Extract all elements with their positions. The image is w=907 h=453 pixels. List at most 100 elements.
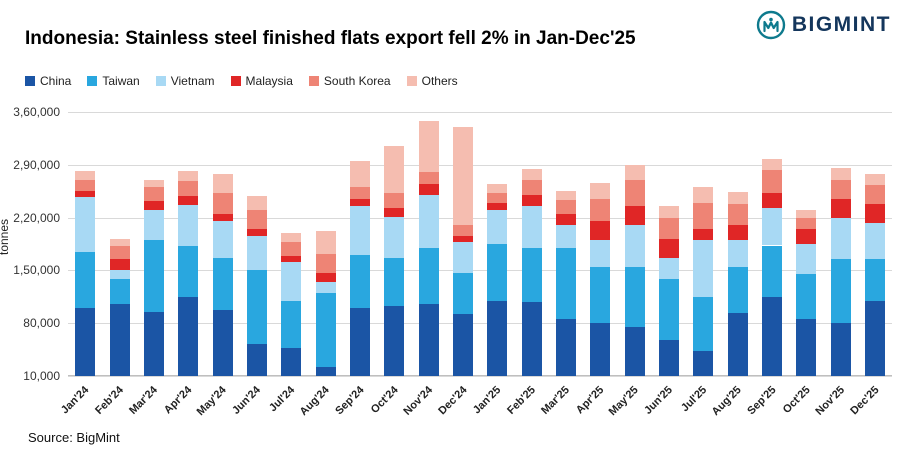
bar-segment-vietnam — [143, 210, 164, 241]
bar-segment-others — [315, 231, 336, 254]
bar-segment-others — [658, 206, 679, 219]
bar-segment-china — [521, 302, 542, 376]
bar-segment-taiwan — [178, 246, 199, 297]
bar-segment-others — [384, 145, 405, 193]
bar-segment-taiwan — [555, 247, 576, 320]
legend-swatch — [87, 76, 98, 86]
legend-label: Malaysia — [245, 74, 293, 88]
bar-segment-malaysia — [384, 207, 405, 217]
bar-segment-taiwan — [212, 257, 233, 311]
legend-swatch — [406, 76, 417, 86]
bar-segment-others — [624, 164, 645, 180]
bar-segment-malaysia — [143, 201, 164, 211]
legend-item-others: Others — [406, 74, 458, 88]
bar-segment-malaysia — [315, 272, 336, 282]
bar-segment-vietnam — [590, 240, 611, 267]
bar-segment-taiwan — [246, 270, 267, 344]
bar-segment-taiwan — [315, 293, 336, 367]
bar-segment-vietnam — [658, 258, 679, 280]
bar-segment-china — [281, 348, 302, 376]
bar-segment-taiwan — [418, 247, 439, 305]
bar-segment-south-korea — [555, 200, 576, 214]
bar-segment-china — [727, 313, 748, 376]
bar-segment-malaysia — [212, 213, 233, 222]
legend-label: China — [40, 74, 72, 88]
bar-segment-south-korea — [864, 185, 885, 204]
x-axis-tick-label: Feb'24 — [93, 384, 126, 417]
x-axis-tick-label: Aug'25 — [709, 384, 744, 419]
bar-segment-others — [178, 170, 199, 181]
x-axis-tick-label: Jul'25 — [679, 384, 710, 415]
legend-item-south-korea: South Korea — [308, 74, 391, 88]
bar-segment-taiwan — [75, 251, 96, 309]
x-axis-tick-label: Dec'25 — [848, 384, 882, 418]
bar-segment-malaysia — [521, 194, 542, 207]
bar-segment-south-korea — [246, 210, 267, 229]
bar-segment-others — [281, 232, 302, 243]
bar-segment-vietnam — [624, 225, 645, 267]
bar-segment-china — [761, 296, 782, 376]
bar-segment-china — [349, 308, 370, 376]
bar-segment-others — [418, 121, 439, 173]
bar-segment-others — [761, 158, 782, 171]
bar-segment-china — [590, 323, 611, 376]
bar-segment-malaysia — [693, 228, 714, 241]
x-axis-tick-label: May'25 — [606, 384, 641, 419]
bar-segment-china — [658, 339, 679, 376]
bar-segment-south-korea — [761, 170, 782, 193]
bar-segment-china — [384, 305, 405, 376]
source-note: Source: BigMint — [28, 430, 120, 445]
x-axis-tick-label: May'24 — [194, 384, 229, 419]
bar-segment-others — [830, 167, 851, 180]
bar-segment-others — [75, 170, 96, 180]
bar-segment-malaysia — [624, 206, 645, 226]
bar-segment-others — [246, 196, 267, 211]
bar-segment-vietnam — [75, 197, 96, 252]
legend-label: South Korea — [323, 74, 391, 88]
bar-segment-south-korea — [521, 179, 542, 195]
bar-segment-others — [143, 179, 164, 188]
x-axis-tick-label: Jan'25 — [471, 384, 504, 417]
bigmint-logo-icon — [756, 10, 786, 40]
bar-segment-south-korea — [418, 172, 439, 184]
gridline — [68, 164, 892, 166]
bar-segment-malaysia — [727, 225, 748, 241]
x-axis-tick-label: Mar'24 — [127, 384, 161, 417]
bar-segment-others — [864, 173, 885, 186]
legend-swatch — [308, 76, 319, 86]
bar-segment-vietnam — [555, 225, 576, 248]
bar-segment-malaysia — [658, 239, 679, 259]
legend-swatch — [155, 76, 166, 86]
bar-segment-china — [830, 323, 851, 376]
bar-segment-south-korea — [281, 242, 302, 257]
bar-segment-taiwan — [384, 258, 405, 306]
bar-segment-taiwan — [590, 266, 611, 324]
bar-segment-vietnam — [212, 221, 233, 258]
bar-segment-taiwan — [658, 279, 679, 340]
bar-segment-vietnam — [487, 210, 508, 244]
bar-segment-malaysia — [590, 221, 611, 241]
bigmint-logo-text: BIGMINT — [791, 13, 891, 36]
bar-segment-china — [212, 310, 233, 376]
bar-segment-vietnam — [315, 281, 336, 294]
bar-segment-others — [487, 184, 508, 194]
bar-segment-vietnam — [349, 206, 370, 256]
legend-swatch — [230, 76, 241, 86]
x-axis-tick-label: Oct'24 — [368, 384, 401, 416]
x-axis-tick-label: Sep'24 — [333, 384, 367, 418]
bar-segment-south-korea — [624, 179, 645, 207]
gridline — [68, 376, 892, 377]
x-axis-tick-label: Apr'25 — [574, 384, 607, 417]
bar-segment-china — [555, 319, 576, 376]
bar-segment-others — [109, 238, 130, 246]
bar-segment-south-korea — [796, 217, 817, 229]
bar-segment-china — [418, 304, 439, 376]
bar-segment-south-korea — [590, 198, 611, 222]
bar-segment-others — [452, 127, 473, 226]
bar-segment-vietnam — [830, 217, 851, 260]
bar-segment-china — [796, 319, 817, 376]
bar-segment-others — [693, 187, 714, 203]
x-axis-tick-label: Sep'25 — [745, 384, 779, 418]
bar-segment-others — [796, 210, 817, 218]
legend-item-malaysia: Malaysia — [230, 74, 293, 88]
